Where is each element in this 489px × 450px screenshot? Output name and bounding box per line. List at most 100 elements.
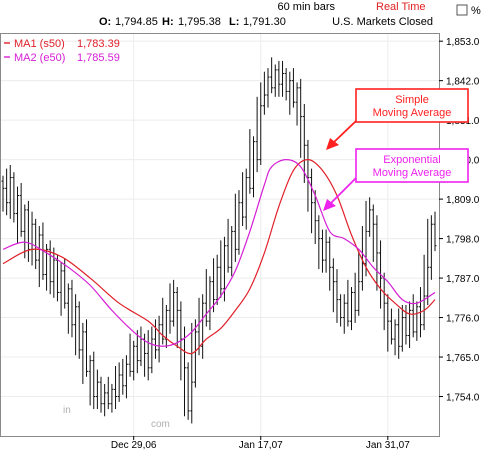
ohlc-bar <box>426 218 430 305</box>
exponential-ma-arrow <box>329 177 357 205</box>
watermark-left: in <box>63 405 71 416</box>
ohlc-bar <box>12 172 16 223</box>
exponential-ma-callout-line1: Exponential <box>383 154 441 166</box>
ohlc-bar <box>350 287 354 331</box>
exponential-ma-callout-box <box>355 148 469 183</box>
ohlc-bar <box>106 376 110 410</box>
ohlc-bar <box>66 283 70 334</box>
y-tick-label: 1,798.0 <box>446 235 480 246</box>
legend-ma1-value: 1,783.39 <box>77 38 120 50</box>
legend: MA1 (s50) 1,783.39 MA2 (e50) 1,785.59 <box>4 38 120 64</box>
ohlc-bar <box>48 240 52 295</box>
ohlc-bar <box>368 197 372 237</box>
legend-ma2-value: 1,785.59 <box>77 52 120 64</box>
ohlc-bar <box>168 283 172 334</box>
ohlc-bar <box>295 82 299 126</box>
ohlc-bar <box>201 294 205 359</box>
ohlc-bar <box>88 355 92 406</box>
ohlc-bar <box>157 315 161 363</box>
ohlc-bar <box>132 340 136 381</box>
ohlc-bar <box>241 172 245 227</box>
exponential-ma-callout: Exponential Moving Average <box>323 148 469 211</box>
ohlc-bar <box>400 304 404 352</box>
ohlc-bar <box>84 319 88 377</box>
ohlc-bar <box>288 71 292 115</box>
exponential-ma-arrowhead <box>323 199 336 211</box>
ohlc-bar <box>146 330 150 381</box>
ohlc-bar <box>255 96 259 173</box>
ohlc-bar <box>299 78 303 158</box>
ohlc-bar <box>284 68 288 101</box>
ohlc-bar <box>393 319 397 356</box>
open-value: 1,794.85 <box>115 16 158 28</box>
ohlc-bar <box>233 193 237 262</box>
ohlc-bar <box>259 82 263 166</box>
percent-checkbox[interactable] <box>456 4 468 16</box>
simple-ma-arrow <box>332 120 357 144</box>
ohlc-bar <box>371 204 375 262</box>
ohlc-bar <box>128 333 132 377</box>
ohlc-bar <box>59 261 63 316</box>
open-label: O: <box>99 16 111 28</box>
ohlc-bar <box>375 215 379 291</box>
chart-header: 60 min bars Real Time O: 1,794.85 H: 1,7… <box>99 1 433 28</box>
low-value: 1,791.30 <box>243 16 286 28</box>
watermark-right: com <box>151 419 170 430</box>
price-bars <box>1 57 437 424</box>
ohlc-bar <box>190 322 194 424</box>
simple-ma-callout-box <box>355 88 469 123</box>
ohlc-bar <box>397 308 401 359</box>
ohlc-bar <box>208 276 212 331</box>
ohlc-bar <box>422 254 426 331</box>
y-tick-label: 1,853.0 <box>446 37 480 48</box>
ohlc-bar <box>99 376 103 413</box>
x-tick-label: Jan 31,07 <box>366 440 410 450</box>
simple-ma-arrowhead <box>326 138 339 150</box>
percent-toggle[interactable]: % <box>456 4 481 17</box>
ohlc-bar <box>92 351 96 410</box>
ohlc-bar <box>95 369 99 410</box>
ohlc-bar <box>110 383 114 413</box>
ohlc-bar <box>121 358 125 395</box>
ohlc-bar <box>135 330 139 374</box>
ohlc-bar <box>219 240 223 298</box>
ohlc-bar <box>342 294 346 334</box>
ohlc-bar <box>150 326 154 374</box>
ohlc-bar <box>215 254 219 305</box>
ohlc-bar <box>212 258 216 313</box>
ohlc-bar <box>37 226 41 288</box>
ohlc-bar <box>310 168 314 234</box>
y-tick-label: 1,787.0 <box>446 274 480 285</box>
ohlc-bar <box>52 247 56 298</box>
y-tick-label: 1,776.0 <box>446 314 480 325</box>
ohlc-bar <box>317 215 321 270</box>
moving-average-lines <box>2 159 436 355</box>
ohlc-bar <box>320 229 324 273</box>
legend-ma1-name: MA1 (s50) <box>14 38 65 50</box>
y-tick-label: 1,842.0 <box>446 77 480 88</box>
ohlc-bar <box>306 139 310 212</box>
ohlc-bar <box>302 103 306 183</box>
ohlc-bar <box>262 71 266 115</box>
ohlc-bar <box>266 68 270 108</box>
ohlc-bar <box>251 136 255 198</box>
simple-ma-callout-line2: Moving Average <box>373 107 452 119</box>
ohlc-bar <box>411 294 415 338</box>
ohlc-bar <box>248 129 252 194</box>
ohlc-bar <box>277 60 281 97</box>
ohlc-bar <box>335 269 339 323</box>
ohlc-bar <box>237 190 241 255</box>
ohlc-bar <box>23 204 27 259</box>
simple-ma-callout: Simple Moving Average <box>326 88 469 150</box>
ohlc-bar <box>16 186 20 244</box>
x-axis: Dec 29,06 Jan 17,07 Jan 31,07 <box>111 436 410 450</box>
ohlc-bar <box>204 269 208 327</box>
y-tick-label: 1,765.0 <box>446 353 480 364</box>
ohlc-bar <box>8 165 12 219</box>
ohlc-bar <box>386 294 390 352</box>
high-label: H: <box>162 16 174 28</box>
x-tick-label: Dec 29,06 <box>111 440 157 450</box>
ohlc-bar <box>281 60 285 97</box>
ohlc-bar <box>114 366 118 410</box>
